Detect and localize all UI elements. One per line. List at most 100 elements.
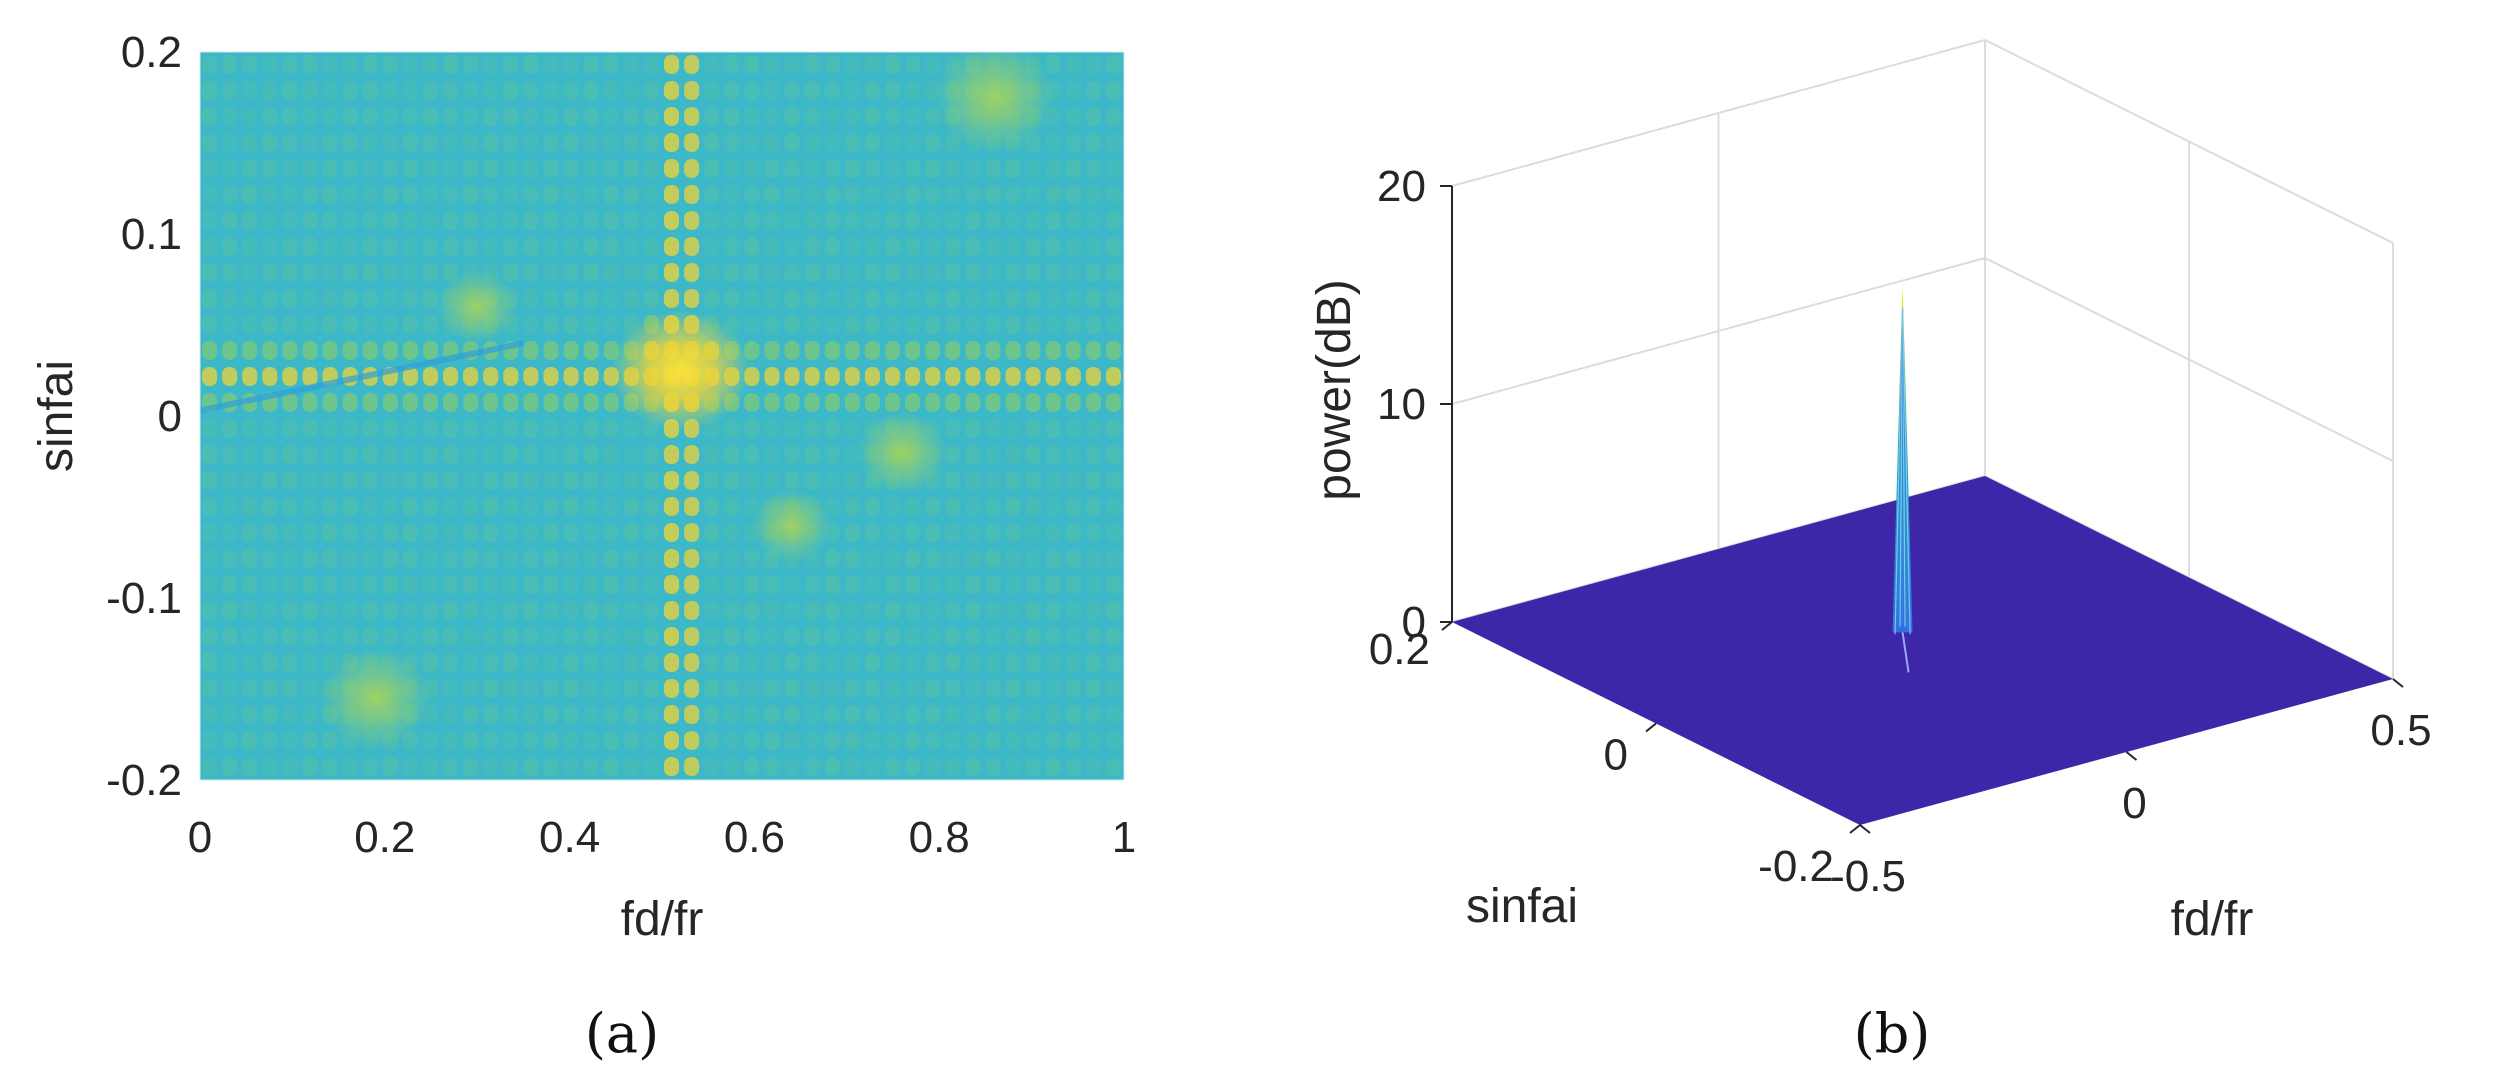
- heatmap-cell: [262, 263, 278, 282]
- heatmap-cell: [1045, 627, 1061, 646]
- heatmap-cell: [1085, 471, 1101, 490]
- heatmap-cell: [824, 159, 840, 178]
- heatmap-cell: [864, 601, 880, 620]
- heatmap-cell: [302, 211, 318, 230]
- heatmap-cell: [784, 757, 800, 776]
- heatmap-cell: [262, 315, 278, 334]
- heatmap-cell: [603, 575, 619, 594]
- heatmap-cell: [463, 471, 479, 490]
- heatmap-cell: [884, 159, 901, 178]
- heatmap-cell: [1105, 731, 1121, 750]
- heatmap-cell: [905, 341, 921, 360]
- heatmap-cell: [543, 393, 559, 412]
- heatmap-cell: [764, 393, 780, 412]
- heatmap-cell: [523, 679, 539, 698]
- heatmap-cell: [543, 237, 559, 256]
- heatmap-cell: [523, 627, 539, 646]
- heatmap-cell: [905, 211, 921, 230]
- heatmap-cell: [1105, 107, 1121, 126]
- heatmap-cell: [764, 445, 780, 464]
- heatmap-panel-a: 0 0.2 0.4 0.6 0.8 1 -0.2 -0.1 0 0.1 0.2 fd/fr sin…: [30, 28, 1136, 946]
- heatmap-cell: [603, 549, 619, 568]
- heatmap-cell: [945, 393, 961, 412]
- heatmap-cell: [844, 549, 860, 568]
- heatmap-cell: [744, 445, 760, 464]
- heatmap-cell: [965, 419, 981, 438]
- heatmap-cell: [463, 367, 479, 386]
- heatmap-cell: [483, 601, 499, 620]
- heatmap-cell: [543, 705, 559, 724]
- heatmap-cell: [643, 679, 659, 698]
- heatmap-cell: [202, 471, 218, 490]
- heatmap-cell: [503, 601, 519, 620]
- heatmap-cell: [864, 289, 880, 308]
- heatmap-cell: [1105, 471, 1121, 490]
- heatmap-cell: [764, 237, 780, 256]
- heatmap-cell: [925, 159, 941, 178]
- heatmap-cell: [302, 367, 318, 386]
- heatmap-cell: [905, 315, 921, 334]
- heatmap-cell: [322, 497, 338, 516]
- heatmap-cell: [1005, 627, 1021, 646]
- heatmap-cell: [804, 679, 820, 698]
- heatmap-cell: [322, 757, 338, 776]
- heatmap-cell: [744, 757, 760, 776]
- heatmap-cell: [1105, 523, 1121, 542]
- heatmap-cell: [1025, 731, 1041, 750]
- heatmap-cell: [623, 705, 639, 724]
- heatmap-cell: [1045, 263, 1061, 282]
- heatmap-cell: [965, 679, 981, 698]
- heatmap-y-tick-label: -0.1: [106, 574, 182, 623]
- heatmap-cell: [603, 627, 619, 646]
- heatmap-cell: [985, 705, 1001, 724]
- heatmap-cell: [684, 705, 700, 724]
- heatmap-cell: [503, 55, 519, 74]
- heatmap-y-tick-label: 0.1: [121, 210, 182, 259]
- heatmap-cell: [925, 237, 941, 256]
- heatmap-cell: [463, 731, 479, 750]
- heatmap-cell: [1105, 263, 1121, 282]
- heatmap-cell: [965, 367, 981, 386]
- heatmap-cell: [864, 497, 880, 516]
- heatmap-cell: [322, 289, 338, 308]
- heatmap-cell: [925, 523, 941, 542]
- heatmap-cell: [684, 133, 700, 152]
- heatmap-cell: [402, 419, 418, 438]
- heatmap-cell: [463, 159, 479, 178]
- heatmap-cell: [603, 55, 619, 74]
- heatmap-cell: [523, 211, 539, 230]
- heatmap-cell: [483, 159, 499, 178]
- heatmap-cell: [643, 549, 659, 568]
- heatmap-cell: [583, 263, 599, 282]
- heatmap-cell: [824, 133, 840, 152]
- heatmap-cell: [784, 705, 800, 724]
- heatmap-cell: [945, 497, 961, 516]
- heatmap-cell: [422, 549, 439, 568]
- heatmap-cell: [844, 263, 860, 282]
- heatmap-cell: [422, 81, 439, 100]
- heatmap-cell: [844, 471, 860, 490]
- heatmap-cell: [322, 445, 338, 464]
- heatmap-cell: [503, 237, 519, 256]
- heatmap-cell: [985, 757, 1001, 776]
- heatmap-cell: [724, 419, 740, 438]
- heatmap-cell: [1025, 471, 1041, 490]
- heatmap-cell: [905, 627, 921, 646]
- heatmap-cell: [463, 705, 479, 724]
- heatmap-cell: [202, 575, 218, 594]
- heatmap-cell: [1045, 653, 1061, 672]
- heatmap-cell: [563, 107, 579, 126]
- heatmap-cell: [744, 107, 760, 126]
- heatmap-cell: [302, 419, 318, 438]
- heatmap-cell: [202, 367, 218, 386]
- heatmap-cell: [463, 445, 479, 464]
- heatmap-cell: [744, 289, 760, 308]
- heatmap-blob: [751, 489, 832, 562]
- heatmap-cell: [222, 731, 238, 750]
- heatmap-cell: [1045, 55, 1061, 74]
- heatmap-cell: [844, 757, 860, 776]
- heatmap-cell: [945, 575, 961, 594]
- heatmap-cell: [764, 757, 780, 776]
- heatmap-cell: [543, 367, 559, 386]
- heatmap-cell: [202, 81, 218, 100]
